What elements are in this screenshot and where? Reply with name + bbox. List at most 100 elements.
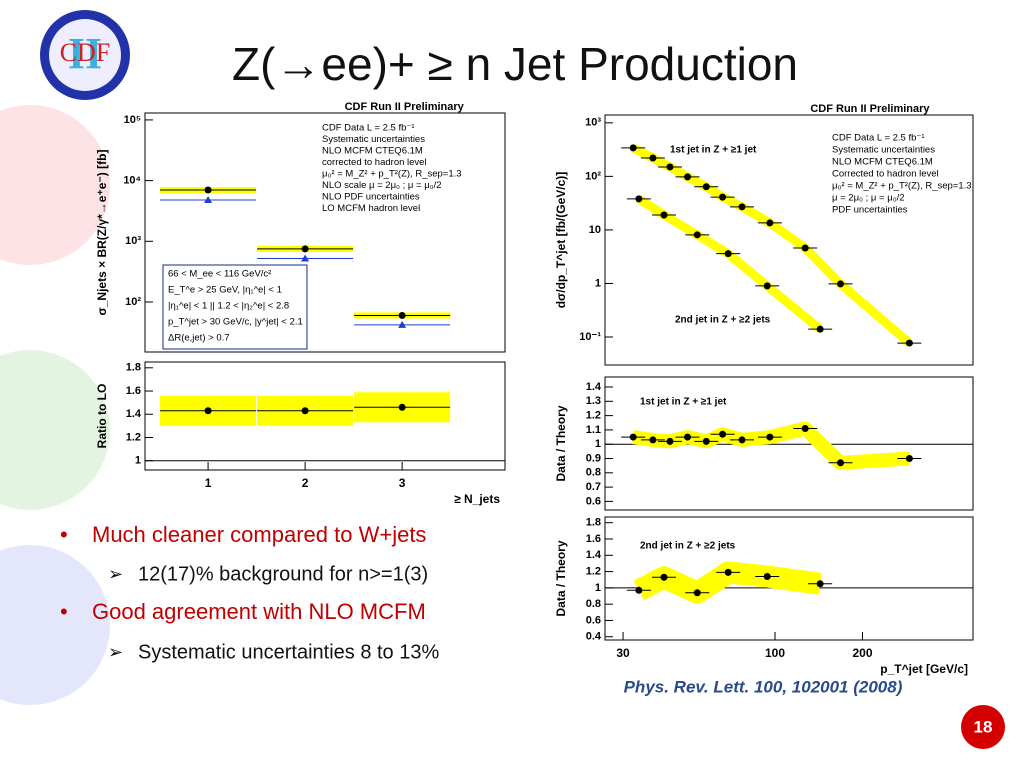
data-point (763, 572, 771, 580)
y-tick-label: 1.6 (126, 385, 141, 397)
y-tick-label: 1 (595, 277, 601, 289)
y-tick-label: 1.6 (586, 533, 601, 545)
deco-circle (0, 350, 110, 510)
data-point (836, 459, 844, 467)
legend-entry: μ₀² = M_Z² + p_T²(Z), R_sep=1.3 (322, 169, 462, 180)
x-tick-label: 200 (852, 646, 872, 660)
data-point (693, 231, 701, 239)
series-label: 2nd jet in Z + ≥2 jets (675, 315, 771, 326)
sub-bullet: Systematic uncertainties 8 to 13% (138, 641, 439, 663)
y-tick-label: 10³ (585, 117, 601, 129)
data-point (724, 250, 732, 258)
data-point (204, 186, 212, 194)
x-tick-label: 2 (302, 476, 309, 490)
y-axis-label: dσ/dp_T^jet [fb/(GeV/c)] (554, 172, 568, 309)
y-tick-label: 0.8 (586, 598, 601, 610)
y-tick-label: 1.4 (586, 549, 602, 561)
legend-entry: PDF uncertainties (832, 205, 908, 216)
annotation: 2nd jet in Z + ≥2 jets (640, 541, 736, 552)
data-point (702, 183, 710, 191)
y-tick-label: 1.4 (586, 381, 602, 393)
data-point (204, 195, 213, 203)
chart-title: CDF Run II Preliminary (345, 101, 465, 113)
data-point (629, 144, 637, 152)
deco-circle (0, 105, 110, 265)
data-point (738, 203, 746, 211)
annotation: 1st jet in Z + ≥1 jet (640, 397, 727, 408)
note-line: E_T^e > 25 GeV, |η₁^e| < 1 (168, 285, 282, 296)
page-number: 18 (974, 717, 993, 736)
x-tick-label: 30 (616, 646, 630, 660)
y-tick-label: 0.8 (586, 467, 601, 479)
data-point (301, 254, 310, 262)
deco-circle (0, 545, 110, 705)
data-point (693, 589, 701, 597)
data-point (666, 437, 674, 445)
legend-entry: CDF Data L = 2.5 fb⁻¹ (832, 133, 925, 144)
legend-entry: Corrected to hadron level (832, 169, 939, 180)
y-tick-label: 1.2 (586, 410, 601, 422)
uncertainty-band (636, 195, 824, 333)
legend-entry: NLO PDF uncertainties (322, 192, 420, 203)
y-tick-label: 0.6 (586, 614, 601, 626)
y-tick-label: 10³ (125, 235, 141, 247)
legend-entry: NLO MCFM CTEQ6.1M (322, 146, 423, 157)
y-tick-label: 1 (595, 438, 601, 450)
data-point (766, 433, 774, 441)
data-point (398, 403, 406, 411)
y-tick-label: 10² (125, 296, 141, 308)
y-tick-label: 0.6 (586, 495, 601, 507)
data-point (719, 193, 727, 201)
logo-inner (49, 19, 121, 91)
legend-entry: μ = 2μ₀ ; μ = μ₀/2 (832, 193, 905, 204)
y-tick-label: 10⁴ (123, 175, 141, 187)
logo-text: CDF (60, 38, 111, 67)
legend-entry: Systematic uncertainties (832, 145, 935, 156)
data-point (635, 586, 643, 594)
data-point (666, 163, 674, 171)
citation: Phys. Rev. Lett. 100, 102001 (2008) (624, 677, 903, 696)
legend-entry: Systematic uncertainties (322, 134, 425, 145)
data-point (660, 211, 668, 219)
sub-arrow: ➢ (108, 564, 123, 584)
x-tick-label: 100 (765, 646, 785, 660)
data-point (905, 455, 913, 463)
y-tick-label: 10² (585, 170, 601, 182)
y-tick-label: 1 (595, 582, 601, 594)
data-point (816, 580, 824, 588)
y-tick-label: 0.4 (586, 631, 602, 643)
data-point (398, 311, 406, 319)
y-tick-label: 10 (589, 224, 601, 236)
data-point (702, 437, 710, 445)
bullet: Much cleaner compared to W+jets (92, 522, 426, 547)
note-line: |η₁^e| < 1 || 1.2 < |η₂^e| < 2.8 (168, 301, 289, 312)
data-point (763, 282, 771, 290)
y-axis-label: Data / Theory (554, 405, 568, 481)
legend-entry: corrected to hadron level (322, 157, 427, 168)
data-point (204, 407, 212, 415)
chart-title: CDF Run II Preliminary (810, 103, 930, 115)
note-line: ΔR(e,jet) > 0.7 (168, 333, 230, 344)
x-tick-label: 3 (399, 476, 406, 490)
data-point (724, 568, 732, 576)
x-tick-label: 1 (205, 476, 212, 490)
data-point (398, 320, 407, 328)
data-point (719, 430, 727, 438)
data-point (738, 436, 746, 444)
legend-entry: LO MCFM hadron level (322, 203, 420, 214)
x-axis-label: ≥ N_jets (454, 492, 500, 506)
note-line: p_T^jet > 30 GeV/c, |y^jet| < 2.1 (168, 317, 303, 328)
data-point (816, 325, 824, 333)
legend-entry: μ₀² = M_Z² + p_T²(Z), R_sep=1.3 (832, 181, 972, 192)
y-tick-label: 10⁵ (124, 114, 141, 126)
data-point (635, 195, 643, 203)
sub-arrow: ➢ (108, 642, 123, 662)
data-point (684, 173, 692, 181)
y-axis-label: Data / Theory (554, 540, 568, 616)
y-tick-label: 1.4 (126, 408, 142, 420)
data-point (301, 407, 309, 415)
data-point (905, 339, 913, 347)
y-axis-label: Ratio to LO (95, 384, 109, 449)
slide-title: Z(→ee)+ ≥ n Jet Production (232, 38, 798, 90)
